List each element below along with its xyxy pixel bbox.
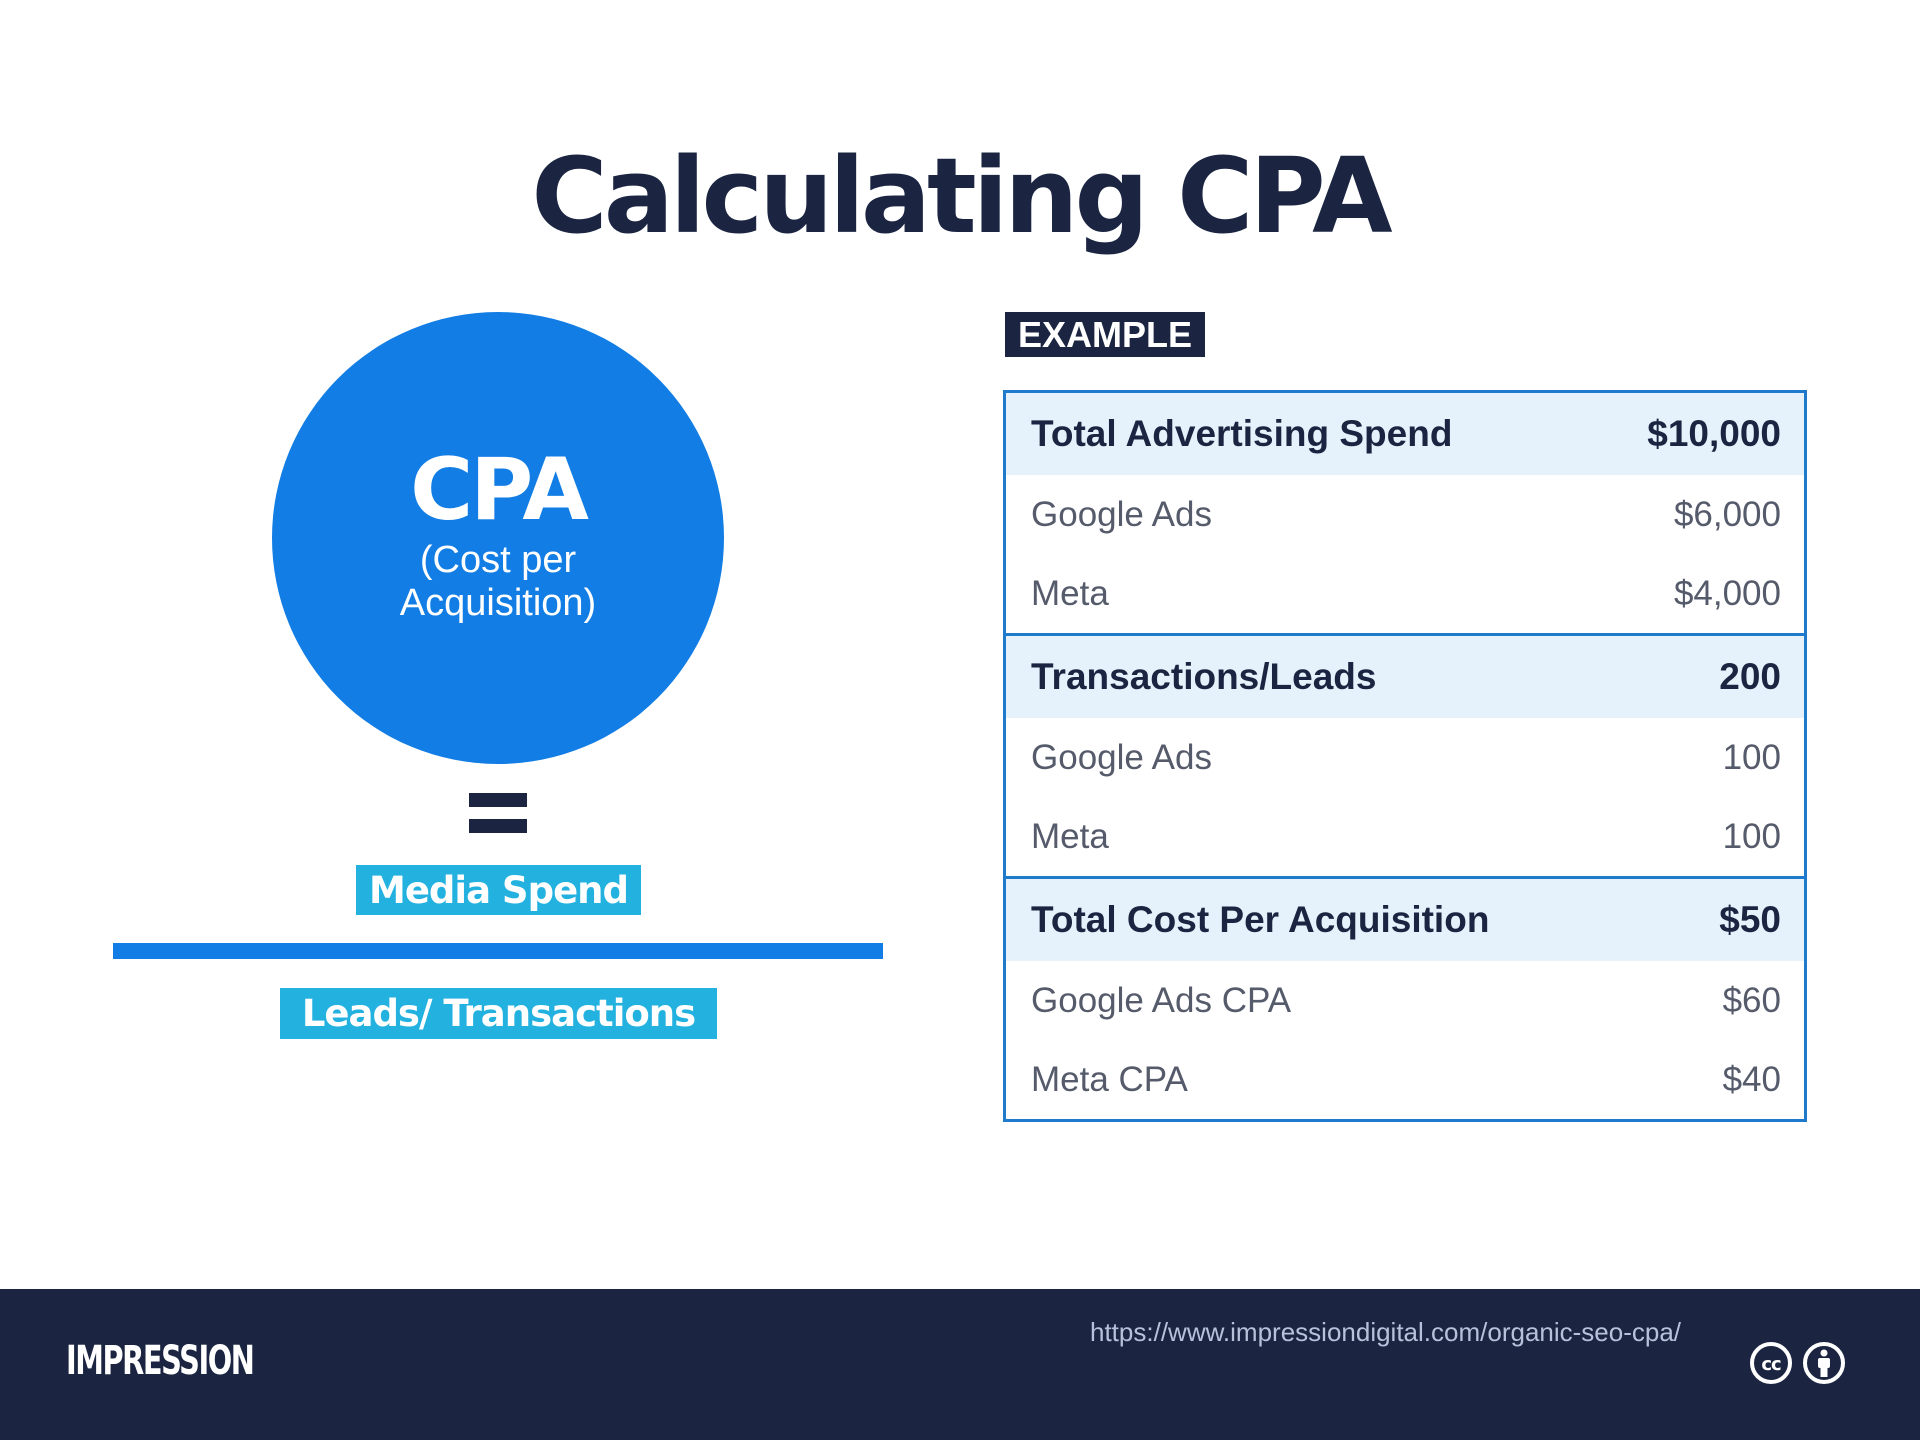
row-value: $4,000: [1673, 573, 1781, 613]
row-value: 100: [1722, 737, 1781, 777]
cpa-acronym: CPA: [410, 440, 589, 540]
row-value: $60: [1722, 980, 1781, 1020]
row-value: 100: [1722, 816, 1781, 856]
svg-text:cc: cc: [1761, 1354, 1781, 1375]
row-label: Meta: [1031, 816, 1109, 856]
source-url-link[interactable]: https://www.impressiondigital.com/organi…: [1090, 1317, 1682, 1347]
attribution-icon: [1803, 1342, 1845, 1384]
impression-logo: IMPRESSION: [66, 1338, 255, 1384]
section-header-row: Total Advertising Spend $10,000: [1006, 393, 1804, 475]
table-row: Google Ads 100: [1006, 718, 1804, 797]
cc-icon: cc: [1750, 1342, 1792, 1384]
row-label: Meta CPA: [1031, 1059, 1188, 1099]
cpa-circle: CPA (Cost per Acquisition): [272, 312, 724, 764]
numerator-media-spend: Media Spend: [356, 865, 641, 915]
cpa-expansion-line1: (Cost per: [419, 539, 577, 581]
cpa-expansion-line2: Acquisition): [399, 582, 597, 624]
row-label: Google Ads CPA: [1031, 980, 1292, 1020]
row-label: Google Ads: [1031, 494, 1212, 534]
section-header-row: Transactions/Leads 200: [1006, 636, 1804, 718]
page-title: Calculating CPA: [531, 135, 1392, 257]
row-value: $6,000: [1673, 494, 1781, 534]
table-row: Meta CPA $40: [1006, 1040, 1804, 1119]
example-table: Total Advertising Spend $10,000 Google A…: [1003, 390, 1807, 1122]
table-row: Google Ads $6,000: [1006, 475, 1804, 554]
row-value: $40: [1722, 1059, 1781, 1099]
row-label: Transactions/Leads: [1031, 656, 1377, 697]
row-value: $50: [1719, 899, 1781, 940]
row-label: Google Ads: [1031, 737, 1212, 777]
denominator-leads-transactions: Leads/ Transactions: [280, 988, 717, 1039]
section-total-cpa: Total Cost Per Acquisition $50 Google Ad…: [1006, 879, 1804, 1122]
table-row: Meta 100: [1006, 797, 1804, 876]
section-header-row: Total Cost Per Acquisition $50: [1006, 879, 1804, 961]
example-badge: EXAMPLE: [1005, 312, 1205, 357]
row-label: Total Advertising Spend: [1031, 413, 1453, 454]
fraction-divider: [113, 943, 883, 959]
row-value: 200: [1719, 656, 1781, 697]
table-row: Google Ads CPA $60: [1006, 961, 1804, 1040]
cpa-expansion: (Cost per Acquisition): [400, 539, 596, 625]
equals-bar-top: [469, 793, 527, 807]
license-icons: cc: [1749, 1341, 1846, 1385]
row-label: Total Cost Per Acquisition: [1031, 899, 1490, 940]
section-total-advertising-spend: Total Advertising Spend $10,000 Google A…: [1006, 393, 1804, 636]
section-transactions-leads: Transactions/Leads 200 Google Ads 100 Me…: [1006, 636, 1804, 879]
table-row: Meta $4,000: [1006, 554, 1804, 633]
footer: IMPRESSION https://www.impressiondigital…: [0, 1289, 1920, 1440]
row-value: $10,000: [1647, 413, 1781, 454]
row-label: Meta: [1031, 573, 1109, 613]
equals-bar-bottom: [469, 819, 527, 833]
